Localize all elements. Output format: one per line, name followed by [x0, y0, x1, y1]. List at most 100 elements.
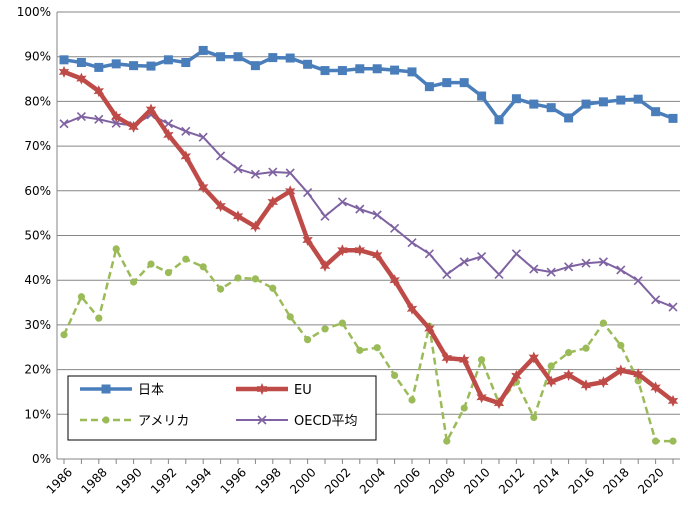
data-point — [616, 95, 626, 105]
data-point — [564, 113, 574, 123]
data-point — [669, 437, 677, 445]
data-point — [355, 64, 365, 74]
data-point — [390, 223, 400, 233]
data-point — [181, 126, 191, 136]
data-point — [546, 267, 556, 277]
data-point — [58, 65, 70, 78]
legend-label: EU — [294, 383, 312, 398]
series-line — [63, 113, 674, 308]
data-point — [372, 210, 382, 220]
data-point — [95, 314, 103, 322]
data-point — [217, 285, 225, 293]
data-point — [389, 274, 400, 287]
data-point — [651, 107, 661, 117]
data-point — [442, 78, 452, 88]
data-point — [250, 169, 260, 179]
data-point — [652, 437, 660, 445]
data-point — [94, 114, 104, 124]
data-point — [111, 59, 121, 69]
data-point — [93, 85, 104, 98]
legend-label: アメリカ — [138, 414, 189, 429]
data-point — [337, 197, 347, 207]
data-point — [180, 150, 191, 163]
data-point — [303, 59, 313, 69]
data-point — [598, 257, 608, 267]
data-point — [268, 53, 278, 63]
data-point — [146, 61, 156, 71]
data-point — [633, 94, 643, 104]
data-point — [459, 353, 470, 366]
data-point — [321, 325, 329, 333]
data-point — [529, 99, 539, 109]
data-point — [59, 55, 69, 65]
data-point — [215, 200, 226, 212]
data-point — [407, 238, 417, 248]
y-tick-label: 60% — [24, 184, 51, 198]
data-point — [268, 167, 278, 177]
data-point — [598, 97, 608, 107]
data-point — [182, 255, 190, 263]
data-point — [424, 249, 434, 259]
data-point — [581, 99, 591, 109]
data-point — [198, 45, 208, 55]
data-point — [530, 413, 538, 422]
data-point — [511, 369, 522, 382]
legend-item: EU — [236, 383, 312, 398]
data-point — [234, 274, 242, 282]
data-point — [372, 249, 383, 262]
data-point — [145, 103, 157, 116]
y-tick-label: 70% — [24, 139, 51, 153]
data-point — [320, 66, 330, 76]
data-point — [580, 379, 592, 392]
data-point — [598, 376, 609, 389]
data-point — [269, 284, 277, 292]
data-point — [442, 269, 452, 279]
data-point — [216, 52, 226, 62]
data-point — [112, 245, 120, 253]
data-point — [651, 295, 661, 305]
data-point — [250, 61, 260, 71]
y-tick-label: 0% — [32, 452, 51, 466]
data-point — [320, 211, 330, 221]
data-point — [460, 404, 468, 412]
data-point — [493, 397, 505, 410]
data-point — [511, 94, 521, 104]
data-point — [94, 62, 104, 72]
y-tick-label: 100% — [17, 5, 51, 19]
data-point — [199, 263, 207, 271]
data-point — [633, 368, 644, 381]
data-point — [529, 264, 539, 274]
data-point — [477, 91, 487, 101]
data-point — [111, 110, 122, 123]
data-point — [164, 269, 172, 277]
data-point — [163, 55, 173, 65]
data-point — [633, 276, 643, 286]
data-point — [338, 319, 346, 327]
data-point — [546, 375, 557, 388]
y-tick-label: 30% — [24, 318, 51, 332]
data-point — [563, 368, 574, 381]
data-point — [547, 362, 555, 370]
data-point — [354, 244, 365, 257]
data-point — [59, 119, 69, 129]
data-point — [528, 351, 539, 364]
data-point — [232, 210, 244, 223]
data-point — [390, 65, 400, 75]
legend-box — [67, 375, 377, 441]
data-point — [355, 204, 365, 214]
legend-item: OECD平均 — [236, 414, 358, 429]
data-point — [476, 391, 487, 404]
data-point — [285, 53, 295, 63]
data-point — [198, 181, 209, 194]
data-point — [373, 344, 381, 352]
data-point — [650, 381, 661, 394]
data-point — [668, 302, 678, 312]
data-point — [319, 259, 331, 272]
data-point — [511, 249, 521, 259]
data-point — [616, 265, 626, 275]
data-point — [251, 275, 259, 283]
data-point — [391, 371, 399, 380]
data-point — [459, 257, 469, 267]
data-point — [233, 52, 243, 62]
